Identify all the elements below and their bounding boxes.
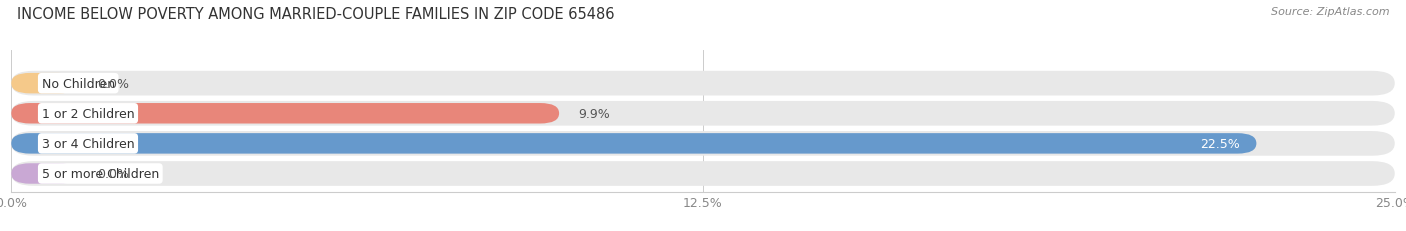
FancyBboxPatch shape: [11, 72, 1395, 96]
FancyBboxPatch shape: [11, 103, 560, 124]
Text: INCOME BELOW POVERTY AMONG MARRIED-COUPLE FAMILIES IN ZIP CODE 65486: INCOME BELOW POVERTY AMONG MARRIED-COUPL…: [17, 7, 614, 22]
FancyBboxPatch shape: [11, 131, 1395, 156]
Text: 22.5%: 22.5%: [1201, 137, 1240, 150]
Text: Source: ZipAtlas.com: Source: ZipAtlas.com: [1271, 7, 1389, 17]
Text: 9.9%: 9.9%: [578, 107, 610, 120]
Text: 0.0%: 0.0%: [97, 77, 129, 90]
Text: No Children: No Children: [42, 77, 115, 90]
FancyBboxPatch shape: [11, 101, 1395, 126]
FancyBboxPatch shape: [11, 74, 77, 94]
FancyBboxPatch shape: [11, 134, 1257, 154]
Text: 0.0%: 0.0%: [97, 167, 129, 180]
Text: 5 or more Children: 5 or more Children: [42, 167, 159, 180]
FancyBboxPatch shape: [11, 161, 1395, 186]
Text: 3 or 4 Children: 3 or 4 Children: [42, 137, 135, 150]
Text: 1 or 2 Children: 1 or 2 Children: [42, 107, 135, 120]
FancyBboxPatch shape: [11, 164, 77, 184]
